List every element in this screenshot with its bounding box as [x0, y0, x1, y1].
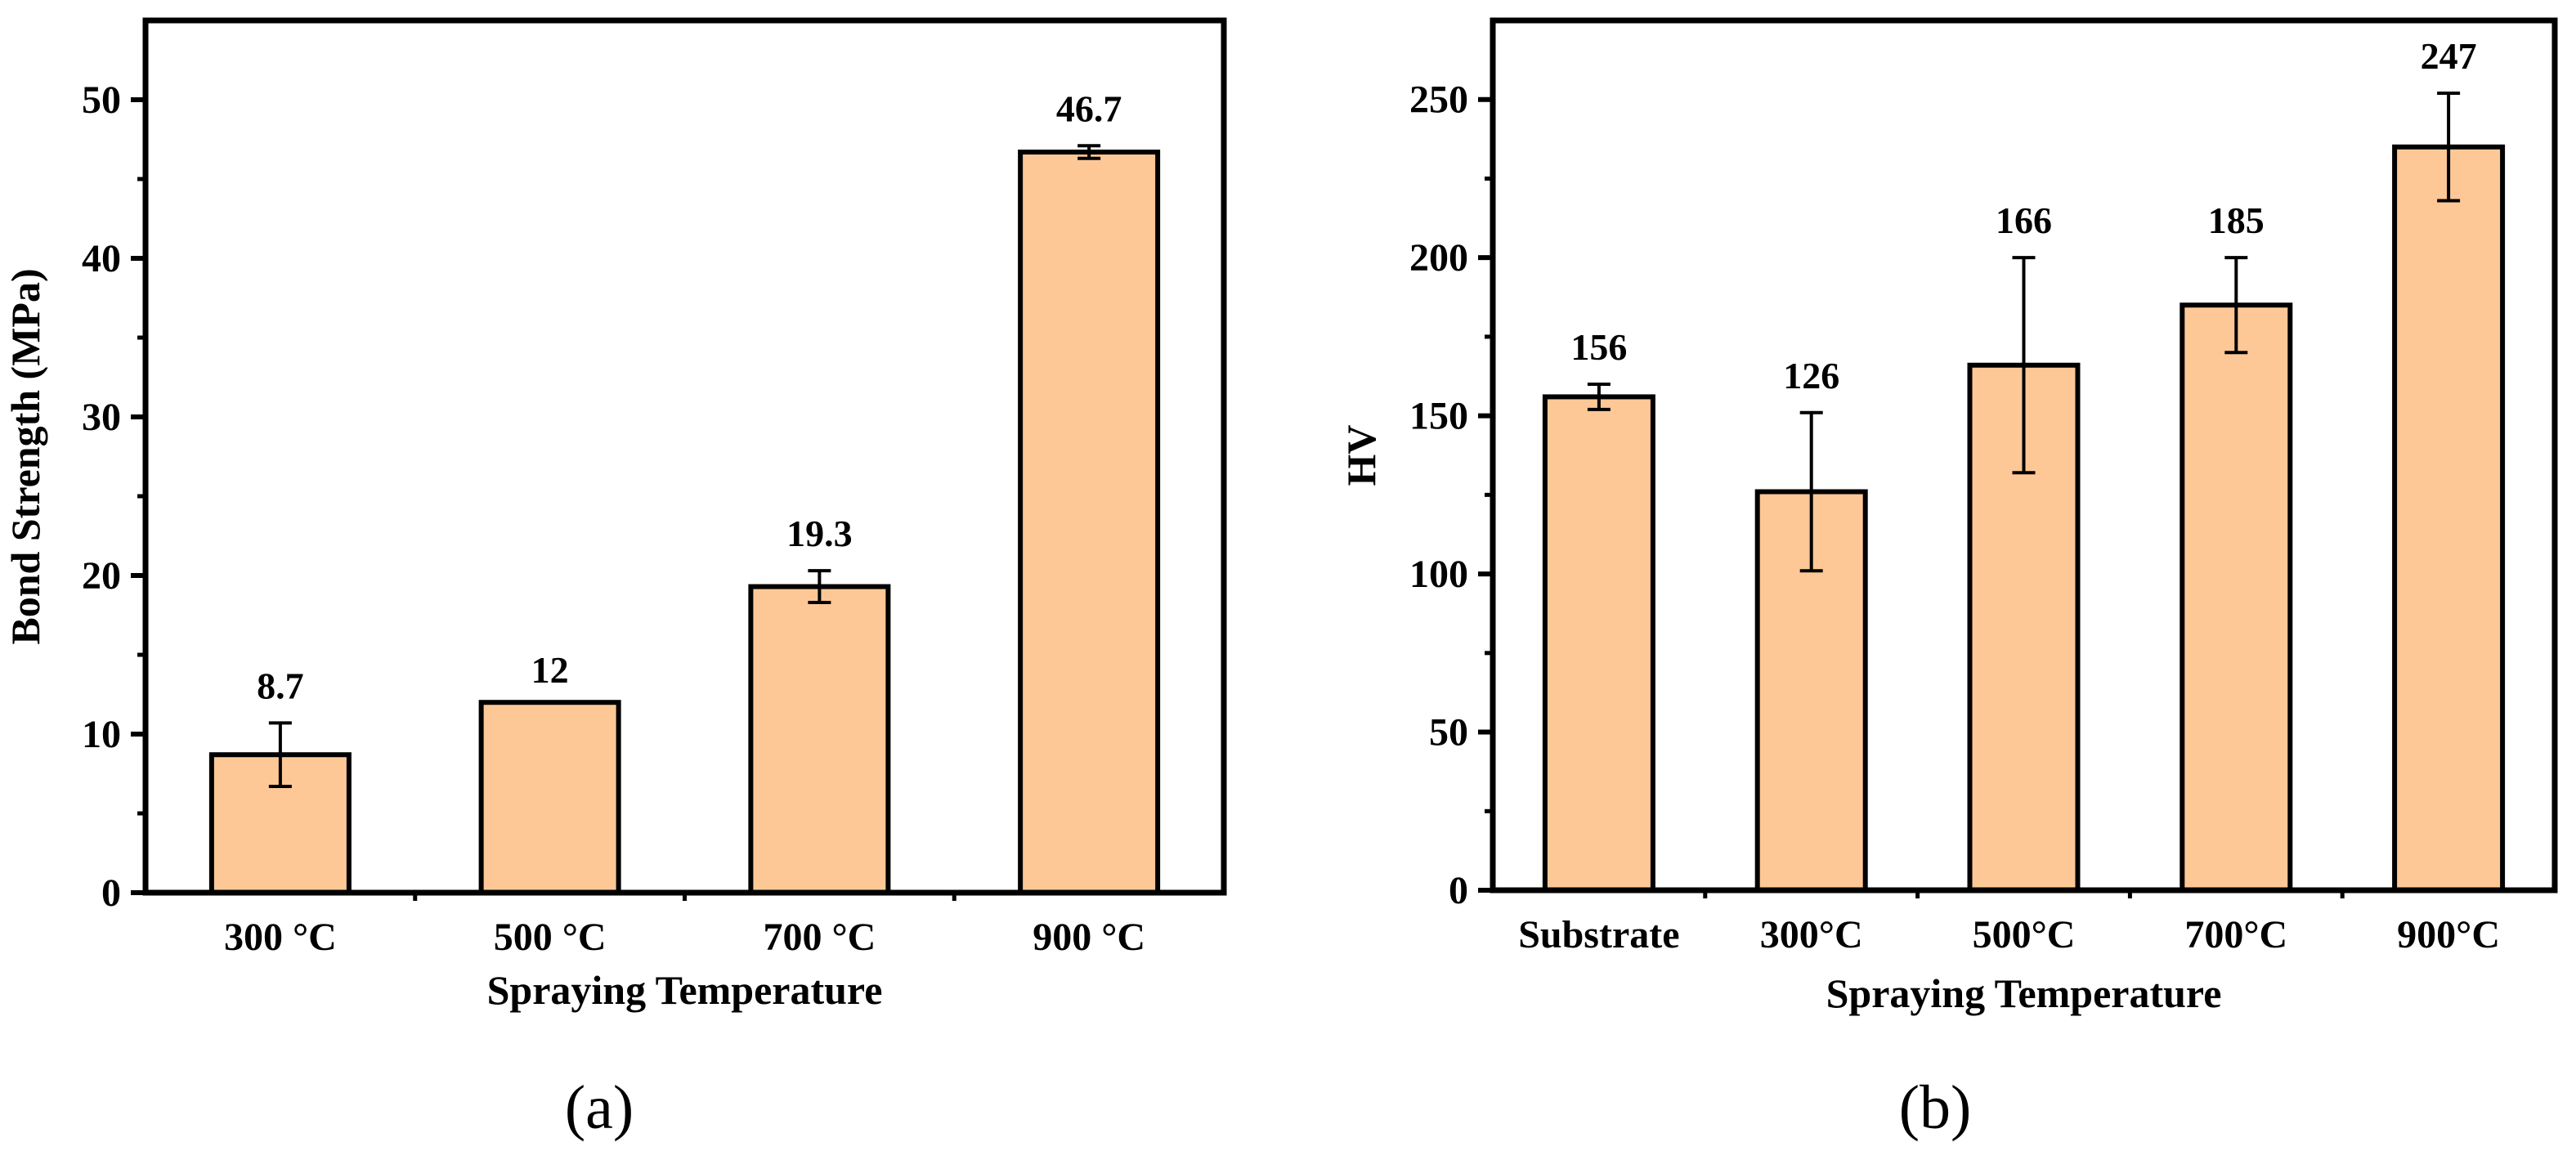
- y-tick-label: 50: [1429, 711, 1468, 755]
- bar: [2180, 302, 2293, 893]
- y-tick-label: 0: [101, 871, 121, 915]
- bar: [478, 700, 621, 896]
- x-tick-label: 300°C: [1760, 913, 1863, 956]
- y-tick-label: 10: [82, 713, 121, 756]
- bar: [748, 584, 891, 896]
- bar: [1018, 150, 1161, 895]
- y-axis-title: HV: [1338, 425, 1384, 486]
- data-label: 126: [1783, 355, 1839, 396]
- bar: [1967, 362, 2081, 893]
- x-tick-label: 700 °C: [763, 916, 876, 959]
- y-tick-label: 50: [82, 78, 121, 122]
- data-label: 166: [1996, 199, 2052, 241]
- y-tick-label: 100: [1409, 553, 1468, 596]
- x-tick-label: 900°C: [2397, 913, 2500, 956]
- data-label: 156: [1570, 326, 1627, 368]
- data-label: 247: [2421, 35, 2477, 77]
- x-axis-title: Spraying Temperature: [1826, 970, 2222, 1016]
- data-label: 12: [531, 649, 569, 691]
- x-axis-title: Spraying Temperature: [487, 967, 883, 1013]
- panel-label: (a): [565, 1073, 634, 1142]
- plot-frame: [142, 17, 1227, 896]
- panel-b-hardness-chart: 0 50 100 150 200 250 156 Substrate 126 300°C 166 50…: [1338, 17, 2558, 1142]
- plot-frame: [1490, 17, 2558, 894]
- y-tick-label: 20: [82, 554, 121, 598]
- data-label: 19.3: [786, 513, 853, 554]
- bar: [1542, 394, 1655, 893]
- data-label: 185: [2208, 199, 2265, 241]
- data-label: 46.7: [1056, 87, 1122, 129]
- y-tick-label: 40: [82, 237, 121, 280]
- x-tick-label: 900 °C: [1033, 916, 1145, 959]
- panel-label: (b): [1899, 1073, 1972, 1142]
- y-tick-label: 200: [1409, 236, 1468, 280]
- bar: [2392, 144, 2506, 894]
- data-label: 8.7: [257, 665, 304, 706]
- x-tick-label: 500°C: [1973, 913, 2076, 956]
- y-axis-title: Bond Strength (MPa): [2, 268, 48, 644]
- x-tick-label: 700°C: [2184, 913, 2287, 956]
- x-tick-label: 500 °C: [494, 916, 607, 959]
- y-tick-label: 250: [1409, 78, 1468, 122]
- y-tick-label: 30: [82, 396, 121, 439]
- y-tick-label: 150: [1409, 395, 1468, 438]
- x-tick-label: 300 °C: [224, 916, 337, 959]
- x-tick-label: Substrate: [1518, 913, 1679, 956]
- y-tick-label: 0: [1449, 869, 1468, 912]
- panel-a-bond-strength-chart: 0 10 20 30 40 50 8.7 300 °C 12 500 °C 19.3 700 °C 46…: [2, 17, 1227, 1142]
